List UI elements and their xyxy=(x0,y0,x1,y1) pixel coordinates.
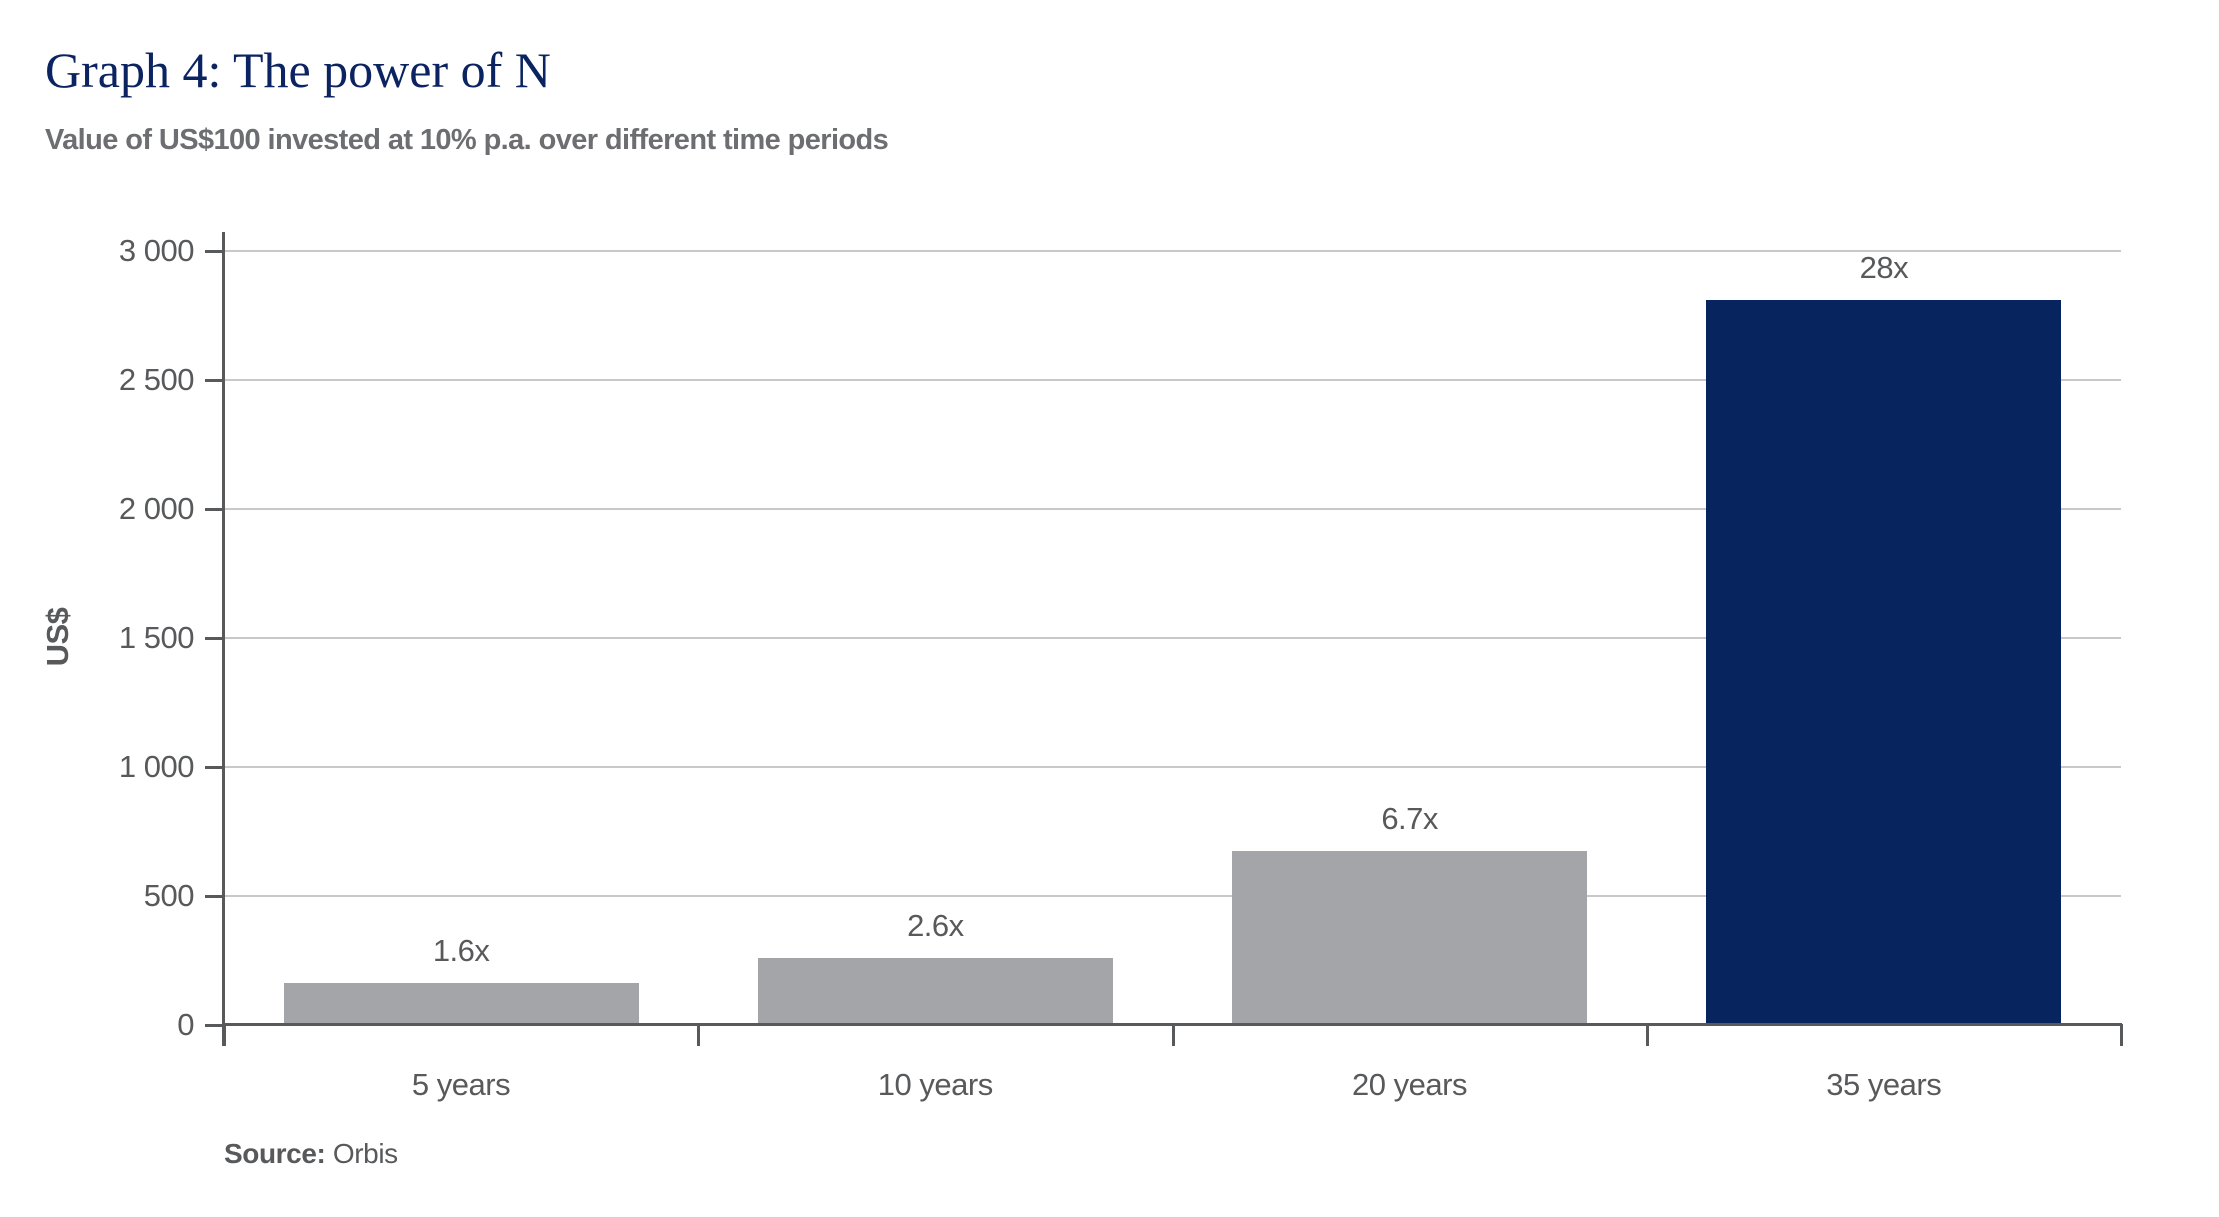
y-tick xyxy=(205,637,224,640)
y-tick xyxy=(205,379,224,382)
y-tick xyxy=(205,250,224,253)
y-tick xyxy=(205,1024,224,1027)
chart-title: Graph 4: The power of N xyxy=(45,42,551,98)
y-tick xyxy=(205,766,224,769)
source-note: Source: Orbis xyxy=(224,1138,398,1170)
gridline xyxy=(224,250,2121,252)
bar-data-label: 28x xyxy=(1859,250,1909,286)
gridline xyxy=(224,895,2121,897)
bar-20-years xyxy=(1232,851,1588,1025)
gridline xyxy=(224,637,2121,639)
y-tick-label: 3 000 xyxy=(118,233,195,268)
y-axis-label: US$ xyxy=(40,607,75,667)
y-tick-label: 2 000 xyxy=(118,491,195,526)
y-axis xyxy=(222,232,225,1046)
gridline xyxy=(224,379,2121,381)
bar-data-label: 1.6x xyxy=(432,933,490,969)
bar-10-years xyxy=(757,958,1113,1025)
y-tick xyxy=(205,508,224,511)
x-tick xyxy=(2120,1024,2123,1046)
y-tick xyxy=(205,895,224,898)
source-label: Source: xyxy=(224,1138,326,1169)
bar-5-years xyxy=(283,983,639,1025)
x-tick-label: 10 years xyxy=(877,1067,993,1102)
y-tick-label: 1 500 xyxy=(118,620,195,655)
gridline xyxy=(224,508,2121,510)
y-tick-label: 1 000 xyxy=(118,749,195,784)
y-tick-label: 500 xyxy=(143,878,195,913)
chart-subtitle: Value of US$100 invested at 10% p.a. ove… xyxy=(45,124,889,156)
y-tick-label: 2 500 xyxy=(118,362,195,397)
x-tick xyxy=(1645,1024,1649,1046)
bar-35-years xyxy=(1706,300,2062,1025)
bar-data-label: 6.7x xyxy=(1381,801,1438,837)
x-tick-label: 20 years xyxy=(1352,1067,1467,1102)
x-tick xyxy=(223,1024,226,1046)
x-tick-label: 5 years xyxy=(411,1067,511,1102)
x-tick xyxy=(1171,1024,1175,1046)
gridline xyxy=(224,766,2121,768)
bar-data-label: 2.6x xyxy=(907,908,964,944)
y-tick-label: 0 xyxy=(177,1007,194,1042)
x-tick xyxy=(697,1024,701,1046)
x-tick-label: 35 years xyxy=(1826,1067,1942,1102)
source-value: Orbis xyxy=(332,1138,398,1169)
